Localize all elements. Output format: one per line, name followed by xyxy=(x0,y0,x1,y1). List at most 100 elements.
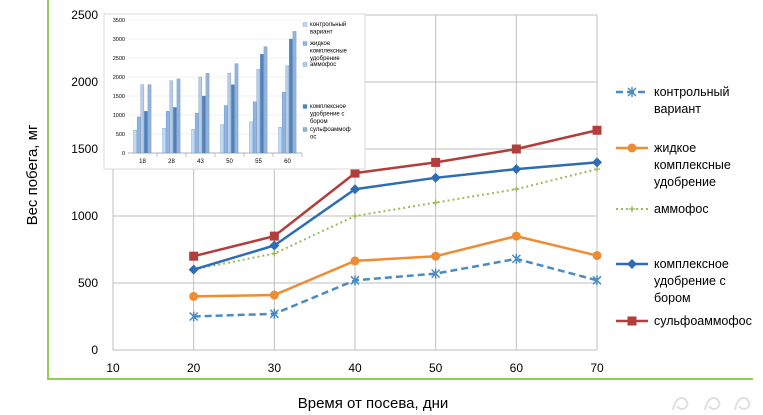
inset-bar xyxy=(136,116,141,154)
inset-bar-chart: 0 500 1000 1500 2000 2500 3000 3500 18 28 43 50 55 60… xyxy=(103,13,366,170)
point-marker xyxy=(511,253,521,264)
y-tick-label: 2500 xyxy=(71,8,98,22)
point-marker xyxy=(189,291,199,301)
x-tick-label: 50 xyxy=(429,361,443,375)
legend-label-line: комплексное xyxy=(654,257,729,271)
inset-legend-label-line: жидкое xyxy=(310,41,331,47)
inset-x-tick-label: 18 xyxy=(139,159,146,165)
y-tick-label: 1500 xyxy=(71,142,98,156)
point-marker xyxy=(511,164,522,175)
chart-frame xyxy=(47,0,753,380)
inset-legend-label: жидкое комплексные удобрение xyxy=(310,41,348,62)
legend-label-line: жидкое xyxy=(654,141,696,155)
watermark-logo xyxy=(672,396,751,411)
inset-bar xyxy=(256,69,261,154)
legend-label: аммофос xyxy=(654,202,709,216)
point-marker xyxy=(629,206,635,212)
watermark-swirl-1 xyxy=(672,396,689,411)
inset-bar xyxy=(231,84,235,154)
legend-item: жидкое комплексные удобрение xyxy=(616,141,731,189)
legend-label-line: контрольный xyxy=(654,85,730,99)
point-marker xyxy=(188,264,199,275)
inset-legend-item: комплексное удобрение с бором xyxy=(302,104,347,125)
legend-label-line: аммофос xyxy=(654,202,709,216)
inset-y-tick-label: 1000 xyxy=(113,113,125,119)
point-marker xyxy=(432,199,439,206)
series xyxy=(189,231,602,301)
inset-bar xyxy=(202,95,206,154)
point-marker xyxy=(269,231,279,241)
point-marker xyxy=(431,157,441,167)
inset-bar xyxy=(278,127,282,154)
legend-label: сульфоаммофос xyxy=(654,314,752,328)
point-marker xyxy=(430,172,441,183)
inset-bars xyxy=(133,31,297,154)
legend-item: контрольный вариант xyxy=(616,85,730,116)
point-marker xyxy=(511,144,521,154)
inset-bar xyxy=(234,63,239,154)
series-line xyxy=(193,257,598,318)
inset-y-tick-label: 3000 xyxy=(113,37,125,43)
inset-legend-swatch xyxy=(302,104,308,109)
series xyxy=(190,166,600,273)
legend-label: жидкое комплексные удобрение xyxy=(654,141,731,189)
point-marker xyxy=(271,250,278,257)
inset-legend-item: жидкое комплексные удобрение xyxy=(302,41,348,62)
inset-legend-label-line: комплексные xyxy=(310,49,348,55)
inset-y-tick-label: 2000 xyxy=(113,75,125,81)
point-marker xyxy=(350,275,360,286)
inset-bar xyxy=(147,84,152,154)
legend-label-line: комплексные xyxy=(654,158,731,172)
inset-legend-label-line: ос xyxy=(310,135,316,141)
series-line xyxy=(193,161,598,271)
point-marker xyxy=(592,125,602,135)
inset-bar xyxy=(176,78,181,154)
inset-bar xyxy=(281,92,286,154)
inset-legend-item: аммофос xyxy=(302,62,336,68)
point-marker xyxy=(352,213,358,219)
point-marker xyxy=(592,275,602,286)
watermark-swirl-3 xyxy=(734,396,751,411)
inset-bar xyxy=(227,73,232,154)
inset-legend-label-line: контрольный xyxy=(310,21,346,28)
inset-bar xyxy=(289,38,293,154)
inset-bar xyxy=(144,111,148,154)
point-marker xyxy=(627,143,637,153)
inset-legend-label-line: аммофос xyxy=(310,62,336,68)
inset-bar xyxy=(263,46,268,154)
inset-bar xyxy=(285,65,290,154)
legend-label: комплексное удобрение с бором xyxy=(654,257,729,305)
inset-bar xyxy=(252,101,257,154)
legend-label-line: удобрение xyxy=(654,175,716,189)
x-tick-label: 60 xyxy=(510,361,524,375)
legend-label-line: сульфоаммофос xyxy=(654,314,752,328)
inset-bar xyxy=(223,105,228,154)
series xyxy=(188,157,602,275)
inset-legend-item: сульфоаммоф ос xyxy=(302,127,351,141)
inset-bar xyxy=(292,31,297,154)
inset-x-tick-label: 43 xyxy=(197,159,204,165)
inset-x-tick-label: 28 xyxy=(168,159,175,165)
series-line xyxy=(193,234,598,298)
inset-y-tick-label: 0 xyxy=(122,151,125,157)
series xyxy=(189,253,602,322)
inset-bar xyxy=(162,128,166,154)
point-marker xyxy=(431,251,441,261)
inset-legend: контрольный вариант жидкое комплексные удобр… xyxy=(302,21,351,141)
point-marker xyxy=(627,316,637,326)
point-marker xyxy=(350,184,360,195)
inset-legend-label: контрольный вариант xyxy=(310,21,346,36)
inset-legend-swatch xyxy=(302,62,308,67)
inset-bar xyxy=(249,121,253,154)
inset-bar xyxy=(220,124,224,154)
inset-x-tick-label: 55 xyxy=(255,159,262,165)
legend-item: комплексное удобрение с бором xyxy=(616,257,729,305)
point-marker xyxy=(431,268,441,279)
inset-legend-label: аммофос xyxy=(310,62,336,68)
point-marker xyxy=(189,311,199,322)
x-tick-label: 10 xyxy=(106,361,120,375)
inset-legend-label-line: удобрение xyxy=(310,56,340,62)
legend: контрольный вариант жидкое комплексные удобр… xyxy=(616,85,752,328)
point-marker xyxy=(592,157,602,168)
inset-legend-item: контрольный вариант xyxy=(302,21,346,36)
